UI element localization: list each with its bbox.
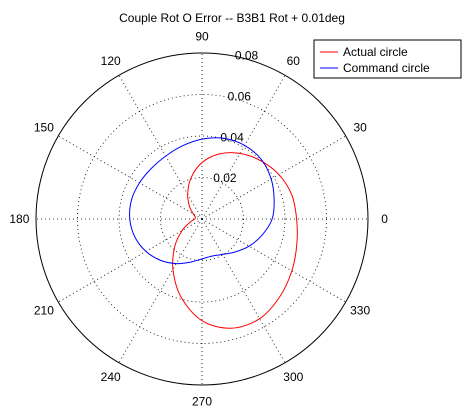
legend-label-command-circle: Command circle [343,61,430,75]
angle-tick-label: 330 [350,303,370,317]
angle-tick-label: 90 [195,29,209,43]
radial-tick-label: 0.08 [235,49,259,63]
angle-tick-label: 150 [34,121,54,135]
angle-tick-label: 180 [9,212,29,226]
radial-tick-label: 0.04 [220,130,244,144]
data-series [129,137,298,329]
radial-grid-circle [160,177,244,261]
polar-grid [35,52,369,386]
angle-tick-label: 0 [381,212,388,226]
angle-tick-label: 60 [287,54,301,68]
tick-labels: 0.02 0.04 0.06 0.08 0 30 60 90 120 150 180 210 240 27… [9,29,388,407]
legend-box [313,39,462,79]
legend: Actual circle Command circle [313,39,462,79]
chart-title: Couple Rot O Error -- B3B1 Rot + 0.01deg [119,11,345,25]
angle-tick-label: 300 [283,370,303,384]
radial-tick-label: 0.06 [228,89,252,103]
outer-boundary [35,52,369,386]
angle-tick-label: 270 [192,395,212,407]
radial-grid-circle [118,135,286,303]
series-line-actual-circle [172,152,298,329]
legend-label-actual-circle: Actual circle [343,45,408,59]
radial-tick-label: 0.02 [213,171,237,185]
series-line-command-circle [129,137,275,265]
angle-tick-label: 30 [353,121,367,135]
angle-tick-label: 120 [101,54,121,68]
angle-tick-label: 210 [34,303,54,317]
angle-tick-label: 240 [101,370,121,384]
